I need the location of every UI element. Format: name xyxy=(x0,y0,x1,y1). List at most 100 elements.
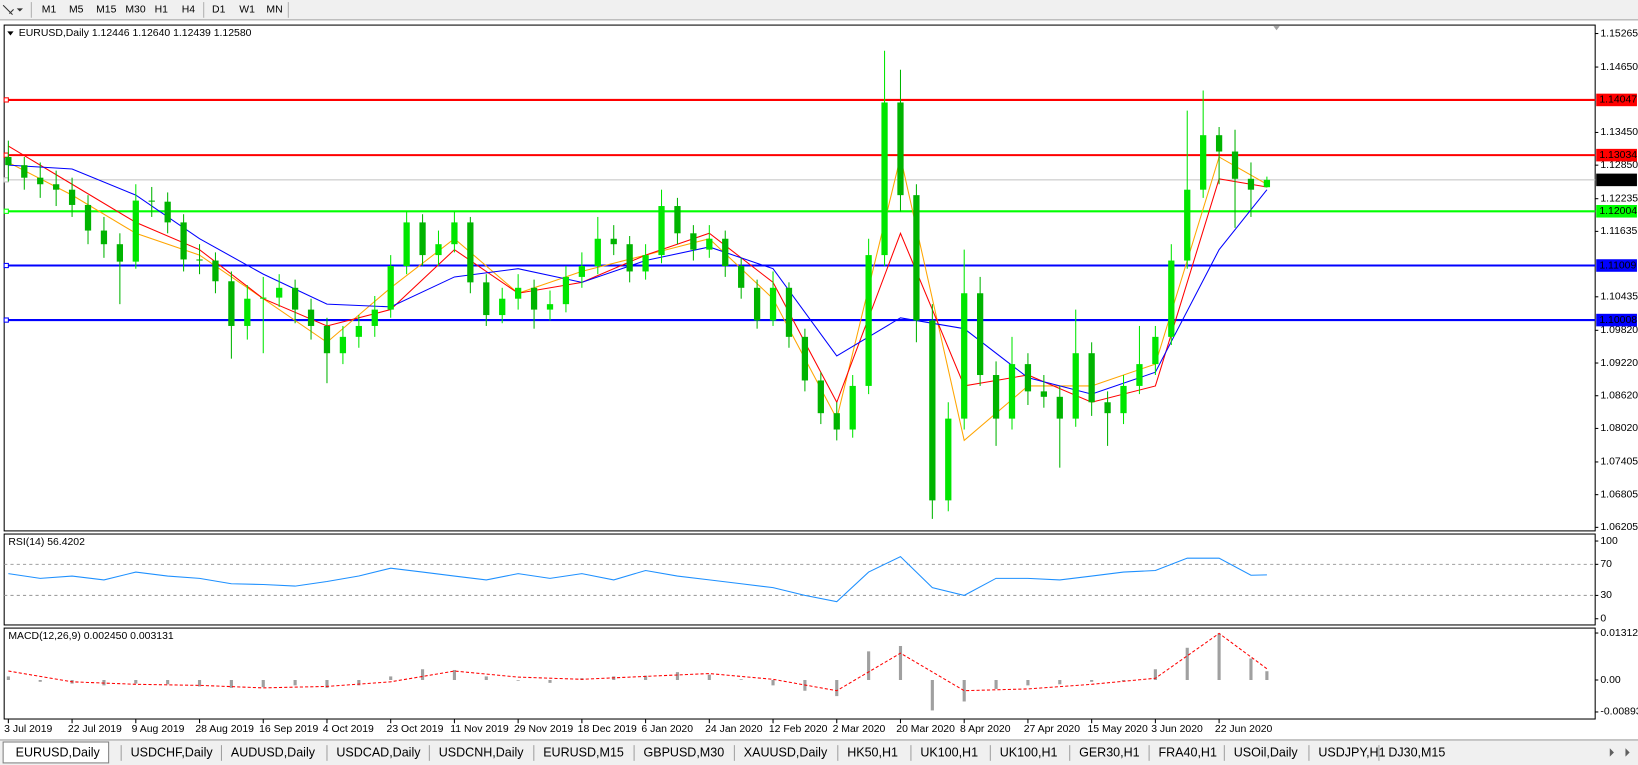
line-anchor xyxy=(3,317,9,323)
y-tick-label: 1.12235 xyxy=(1600,193,1638,204)
candle-body xyxy=(451,222,458,245)
y-tick-label: 0 xyxy=(1600,614,1606,625)
macd-bar xyxy=(389,676,393,680)
macd-bar xyxy=(1217,633,1221,680)
candle-body xyxy=(1120,385,1127,414)
candle-body xyxy=(642,255,649,272)
candle-body xyxy=(196,259,203,261)
x-tick-label: 18 Dec 2019 xyxy=(578,724,637,735)
chart-tab[interactable]: HK50,H1 xyxy=(847,745,898,759)
chart-tab[interactable]: EURUSD,Daily xyxy=(16,745,101,759)
x-tick-label: 24 Jan 2020 xyxy=(705,724,763,735)
timeframe-button[interactable]: M30 xyxy=(125,5,145,16)
chart-tab[interactable]: AUDUSD,Daily xyxy=(231,745,316,759)
chart-tab[interactable]: USDCHF,Daily xyxy=(131,745,214,759)
chart-tab[interactable]: USOil,Daily xyxy=(1234,745,1299,759)
macd-bar xyxy=(229,679,233,688)
timeframe-button[interactable]: M5 xyxy=(69,5,84,16)
price-label: 1.12580 xyxy=(1599,175,1637,186)
macd-bar xyxy=(357,679,361,686)
timeframe-button[interactable]: H1 xyxy=(155,5,169,16)
timeframe-button[interactable]: H4 xyxy=(182,5,196,16)
x-tick-label: 22 Jul 2019 xyxy=(68,724,122,735)
macd-bar xyxy=(867,651,871,680)
header-arrow xyxy=(7,31,14,36)
price-label: 1.11009 xyxy=(1599,260,1636,271)
chart-tab[interactable]: UK100,H1 xyxy=(1000,745,1058,759)
candle-body xyxy=(53,184,60,190)
chart-tab[interactable]: GBPUSD,M30 xyxy=(644,745,725,759)
macd-bar xyxy=(644,675,648,680)
y-tick-label: 1.07405 xyxy=(1600,457,1638,468)
candle-body xyxy=(594,238,601,267)
x-tick-label: 27 Apr 2020 xyxy=(1024,724,1080,735)
toolbar-icon[interactable] xyxy=(2,4,14,16)
y-tick-label: 1.09820 xyxy=(1600,325,1638,336)
x-tick-label: 6 Jan 2020 xyxy=(641,724,693,735)
candle-body xyxy=(801,336,809,381)
candle-body xyxy=(1231,151,1239,179)
signal-line xyxy=(8,632,1268,692)
line-anchor xyxy=(3,177,9,183)
timeframe-button[interactable]: W1 xyxy=(239,5,255,16)
x-tick-label: 15 May 2020 xyxy=(1087,724,1148,735)
chart-tab[interactable]: USDJPY,H1 xyxy=(1318,745,1385,759)
chart-tab[interactable]: FRA40,H1 xyxy=(1159,745,1217,759)
macd-bar xyxy=(1121,679,1126,682)
candle-body xyxy=(833,413,840,430)
macd-bar xyxy=(1026,679,1030,686)
candle-body xyxy=(148,200,155,202)
candle-body xyxy=(578,266,585,277)
macd-bar xyxy=(962,679,966,702)
chart-tab[interactable]: GER30,H1 xyxy=(1079,745,1140,759)
rsi-line xyxy=(8,555,1267,603)
candle-body xyxy=(753,287,761,321)
timeframe-button[interactable]: D1 xyxy=(212,5,226,16)
candle-body xyxy=(1200,135,1207,190)
chart-tab[interactable]: USDCNH,Daily xyxy=(439,745,525,759)
price-label-box xyxy=(1596,148,1637,162)
macd-bar xyxy=(516,679,520,681)
candle-body xyxy=(1247,178,1255,190)
price-label: 1.12004 xyxy=(1599,206,1637,217)
macd-bar xyxy=(38,679,42,682)
candle-body xyxy=(339,336,347,354)
candle-body xyxy=(658,206,665,256)
chart-tab[interactable]: EURUSD,M15 xyxy=(543,745,624,759)
candle-body xyxy=(817,380,824,414)
macd-bar xyxy=(548,679,552,683)
x-tick-label: 22 Jun 2020 xyxy=(1215,724,1273,735)
x-tick-label: 11 Nov 2019 xyxy=(450,724,509,735)
y-tick-label: 1.08020 xyxy=(1600,423,1638,434)
candle-body xyxy=(1040,391,1047,397)
toolbar-dropdown[interactable] xyxy=(16,8,23,12)
tab-scroll[interactable] xyxy=(1609,748,1630,757)
candle-body xyxy=(722,238,729,267)
timeframe-button[interactable]: M15 xyxy=(96,5,116,16)
x-tick-label: 16 Sep 2019 xyxy=(259,724,318,735)
rsi-title: RSI(14) 56.4202 xyxy=(8,537,85,548)
y-tick-label: 1.06805 xyxy=(1600,489,1638,500)
chart-tab[interactable]: DJ30,M15 xyxy=(1388,745,1445,759)
chart-tab[interactable]: USDCAD,Daily xyxy=(336,745,421,759)
macd-bar xyxy=(6,676,10,680)
chart-tab[interactable]: XAUUSD,Daily xyxy=(744,745,828,759)
candle-body xyxy=(1056,396,1063,419)
line-anchor xyxy=(3,208,9,214)
chart-title: EURUSD,Daily 1.12446 1.12640 1.12439 1.1… xyxy=(19,28,252,39)
candle-body xyxy=(5,156,12,166)
candle-body xyxy=(323,325,331,354)
timeframe-button[interactable]: M1 xyxy=(42,5,57,16)
price-label: 1.10008 xyxy=(1599,315,1637,326)
chart-tab[interactable]: UK100,H1 xyxy=(920,745,978,759)
candle-body xyxy=(1104,402,1111,414)
candle-body xyxy=(499,298,506,316)
candle-body xyxy=(769,287,777,321)
candle-body xyxy=(674,206,681,234)
timeframe-button[interactable]: MN xyxy=(266,5,282,16)
candle-body xyxy=(1263,179,1271,188)
candle-body xyxy=(68,189,76,205)
candle-body xyxy=(180,222,187,260)
candle-body xyxy=(228,281,235,326)
macd-bar xyxy=(771,679,775,686)
